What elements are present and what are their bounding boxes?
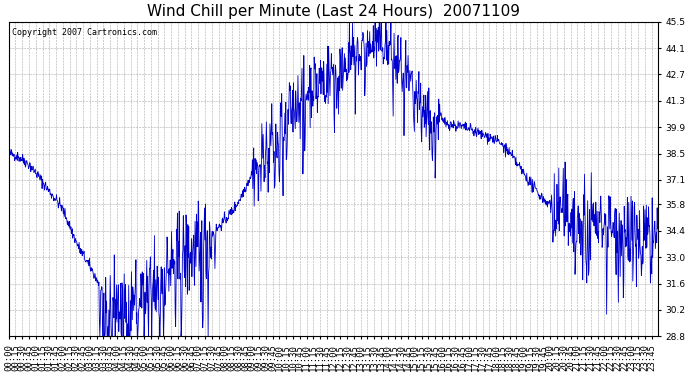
Text: Copyright 2007 Cartronics.com: Copyright 2007 Cartronics.com (12, 28, 157, 37)
Title: Wind Chill per Minute (Last 24 Hours)  20071109: Wind Chill per Minute (Last 24 Hours) 20… (147, 4, 520, 19)
